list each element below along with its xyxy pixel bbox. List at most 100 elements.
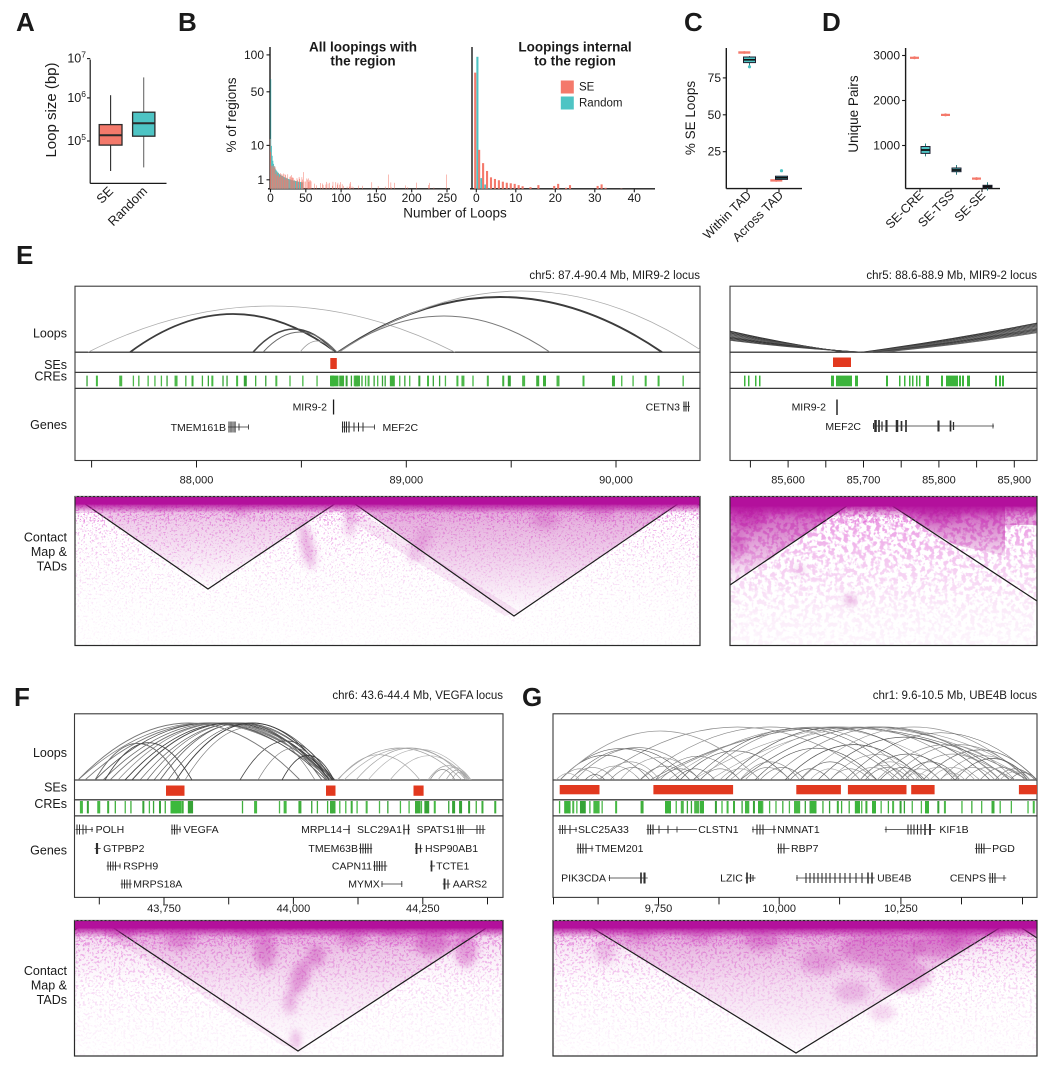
svg-text:2000: 2000 xyxy=(873,94,900,108)
svg-text:Contact: Contact xyxy=(24,964,68,978)
svg-text:LZIC: LZIC xyxy=(720,873,743,885)
svg-text:150: 150 xyxy=(366,191,386,205)
svg-text:44,250: 44,250 xyxy=(406,903,440,915)
svg-text:Genes: Genes xyxy=(30,844,67,858)
svg-text:MIR9-2: MIR9-2 xyxy=(792,402,827,414)
svg-text:100: 100 xyxy=(331,191,351,205)
svg-text:the region: the region xyxy=(330,53,395,68)
svg-text:SE: SE xyxy=(579,82,595,94)
svg-text:Genes: Genes xyxy=(30,418,67,432)
svg-text:50: 50 xyxy=(251,85,265,99)
svg-text:Map &: Map & xyxy=(31,545,68,559)
svg-text:1: 1 xyxy=(257,173,264,187)
svg-text:30: 30 xyxy=(588,191,602,205)
svg-text:GTPBP2: GTPBP2 xyxy=(103,843,145,855)
svg-text:SLC25A33: SLC25A33 xyxy=(578,824,629,836)
svg-text:85,800: 85,800 xyxy=(922,475,956,487)
svg-text:250: 250 xyxy=(437,191,457,205)
svg-text:MRPL14: MRPL14 xyxy=(301,824,342,836)
svg-text:3000: 3000 xyxy=(873,49,900,63)
svg-text:85,900: 85,900 xyxy=(997,475,1031,487)
svg-text:Loopings internal: Loopings internal xyxy=(518,40,631,55)
svg-text:SPATS1: SPATS1 xyxy=(417,824,456,836)
svg-text:200: 200 xyxy=(402,191,422,205)
svg-text:TMEM161B: TMEM161B xyxy=(171,422,226,434)
svg-text:90,000: 90,000 xyxy=(599,475,633,487)
svg-text:CAPN11: CAPN11 xyxy=(332,861,372,873)
svg-text:VEGFA: VEGFA xyxy=(184,824,219,836)
svg-text:MIR9-2: MIR9-2 xyxy=(293,402,328,414)
svg-text:MRPS18A: MRPS18A xyxy=(133,879,182,891)
svg-text:1000: 1000 xyxy=(873,139,900,153)
svg-text:PGD: PGD xyxy=(992,843,1015,855)
svg-text:10: 10 xyxy=(251,138,265,152)
svg-text:TADs: TADs xyxy=(37,993,67,1007)
svg-text:MEF2C: MEF2C xyxy=(825,421,861,433)
svg-text:25: 25 xyxy=(708,145,722,159)
svg-text:SEs: SEs xyxy=(44,781,67,795)
svg-text:100: 100 xyxy=(244,48,264,62)
svg-text:Contact: Contact xyxy=(24,531,68,545)
svg-text:88,000: 88,000 xyxy=(180,475,214,487)
svg-text:MYMX: MYMX xyxy=(348,879,380,891)
svg-text:A: A xyxy=(16,7,35,37)
svg-text:to the region: to the region xyxy=(534,53,616,68)
svg-text:% of regions: % of regions xyxy=(224,77,239,152)
svg-text:75: 75 xyxy=(708,71,722,85)
svg-text:B: B xyxy=(178,7,197,37)
svg-text:10: 10 xyxy=(509,191,523,205)
svg-text:Unique Pairs: Unique Pairs xyxy=(846,75,861,153)
svg-text:40: 40 xyxy=(628,191,642,205)
svg-text:PIK3CDA: PIK3CDA xyxy=(561,873,606,885)
svg-text:F: F xyxy=(14,682,30,712)
svg-text:43,750: 43,750 xyxy=(147,903,181,915)
svg-text:TADs: TADs xyxy=(37,560,67,574)
svg-text:10,000: 10,000 xyxy=(762,903,796,915)
svg-text:RSPH9: RSPH9 xyxy=(123,861,158,873)
svg-text:TMEM201: TMEM201 xyxy=(595,843,644,855)
svg-text:chr5: 88.6-88.9 Mb, MIR9-2 loc: chr5: 88.6-88.9 Mb, MIR9-2 locus xyxy=(866,270,1037,282)
svg-text:Loops: Loops xyxy=(33,327,67,341)
svg-text:AARS2: AARS2 xyxy=(453,879,488,891)
svg-text:UBE4B: UBE4B xyxy=(877,873,911,885)
svg-text:TCTE1: TCTE1 xyxy=(436,861,469,873)
svg-text:CLSTN1: CLSTN1 xyxy=(698,824,738,836)
svg-text:50: 50 xyxy=(299,191,313,205)
svg-text:chr5: 87.4-90.4 Mb, MIR9-2 loc: chr5: 87.4-90.4 Mb, MIR9-2 locus xyxy=(529,270,700,282)
svg-text:CETN3: CETN3 xyxy=(646,402,681,414)
svg-text:SEs: SEs xyxy=(44,358,67,372)
svg-text:CREs: CREs xyxy=(34,797,67,811)
svg-text:85,600: 85,600 xyxy=(771,475,805,487)
svg-text:89,000: 89,000 xyxy=(389,475,423,487)
svg-text:MEF2C: MEF2C xyxy=(383,422,419,434)
svg-text:0: 0 xyxy=(267,191,274,205)
svg-text:9,750: 9,750 xyxy=(645,903,673,915)
svg-text:D: D xyxy=(822,7,841,37)
svg-text:% SE Loops: % SE Loops xyxy=(683,81,698,156)
svg-text:85,700: 85,700 xyxy=(847,475,881,487)
svg-text:All loopings with: All loopings with xyxy=(309,40,417,55)
svg-text:44,000: 44,000 xyxy=(277,903,311,915)
svg-text:G: G xyxy=(522,682,542,712)
svg-text:Number of Loops: Number of Loops xyxy=(403,206,507,221)
svg-text:50: 50 xyxy=(708,108,722,122)
svg-text:CREs: CREs xyxy=(34,370,67,384)
svg-text:Loop size (bp): Loop size (bp) xyxy=(43,62,60,157)
svg-text:10,250: 10,250 xyxy=(884,903,918,915)
svg-text:C: C xyxy=(684,7,703,37)
svg-text:chr6: 43.6-44.4 Mb, VEGFA locu: chr6: 43.6-44.4 Mb, VEGFA locus xyxy=(332,690,503,702)
svg-text:0: 0 xyxy=(473,191,480,205)
svg-text:SLC29A1: SLC29A1 xyxy=(357,824,402,836)
svg-text:Map &: Map & xyxy=(31,979,68,993)
svg-text:20: 20 xyxy=(549,191,563,205)
svg-text:TMEM63B: TMEM63B xyxy=(308,843,358,855)
svg-text:KIF1B: KIF1B xyxy=(939,824,968,836)
svg-text:HSP90AB1: HSP90AB1 xyxy=(425,843,478,855)
svg-text:Random: Random xyxy=(579,98,622,110)
svg-text:E: E xyxy=(16,240,33,270)
svg-text:chr1: 9.6-10.5 Mb, UBE4B locus: chr1: 9.6-10.5 Mb, UBE4B locus xyxy=(873,690,1038,702)
svg-text:NMNAT1: NMNAT1 xyxy=(777,824,820,836)
svg-text:Loops: Loops xyxy=(33,746,67,760)
svg-text:RBP7: RBP7 xyxy=(791,843,819,855)
svg-text:POLH: POLH xyxy=(96,824,125,836)
